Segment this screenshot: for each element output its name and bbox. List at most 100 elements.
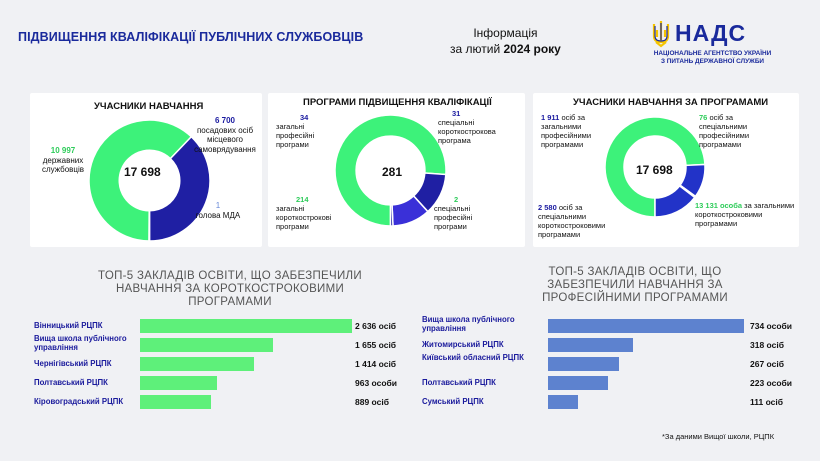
slice-value: 2 (454, 195, 459, 204)
donut-slice (389, 204, 394, 227)
title-line: ПРОГРАМАМИ (188, 296, 272, 308)
bar-value-label: 1 414 осіб (355, 359, 397, 369)
bar (548, 338, 633, 352)
info-line1: Інформація (473, 26, 538, 40)
bar-value-label: 1 655 осіб (355, 340, 397, 350)
title-line: ПРОФЕСІЙНИМИ ПРОГРАМАМИ (542, 292, 728, 304)
card-programs: ПРОГРАМИ ПІДВИЩЕННЯ КВАЛІФІКАЦІЇ 281 34 … (268, 93, 525, 247)
slice-label-special-short: 31 спеціальні короткострокова програма (438, 109, 522, 145)
slice-label-special-short: 2 580 осіб за спеціальними короткостроко… (538, 203, 618, 239)
bar-category-label: Київський обласний РЦПК (422, 353, 524, 362)
donut-center-value: 281 (382, 165, 403, 179)
slice-label-special-prof: 76 осіб за спеціальними професійними про… (699, 113, 779, 149)
bar (140, 338, 274, 352)
slice-text: загальні професійні програми (276, 122, 315, 149)
page-title: ПІДВИЩЕННЯ КВАЛІФІКАЦІЇ ПУБЛІЧНИХ СЛУЖБО… (18, 30, 364, 44)
bar (140, 376, 218, 390)
card-title: УЧАСНИКИ НАВЧАННЯ ЗА ПРОГРАМАМИ (573, 97, 769, 108)
slice-label-general-prof: 1 911 осіб за загальними професійними пр… (541, 113, 615, 149)
slice-text: осіб за спеціальними професійними програ… (699, 113, 750, 149)
slice-text: осіб за спеціальними короткостроковими п… (538, 203, 606, 239)
donut-hole (624, 136, 686, 198)
logo-subtitle: НАЦІОНАЛЬНЕ АГЕНТСТВО УКРАЇНИ З ПИТАНЬ Д… (650, 50, 775, 66)
footnote: *За даними Вищої школи, РЦПК (662, 432, 775, 441)
bar (140, 319, 352, 333)
bar (140, 357, 254, 371)
donut-participants-by-program (604, 116, 706, 218)
donut-hole (356, 136, 425, 205)
slice-text: голова МДА (195, 210, 241, 220)
slice-value: 1 911 (541, 113, 560, 122)
card-participants-by-program: УЧАСНИКИ НАВЧАННЯ ЗА ПРОГРАМАМИ 17 698 1… (533, 93, 799, 247)
bar-value-label: 223 особи (750, 378, 793, 388)
donut-participants (88, 119, 211, 242)
slice-text: державних службовців (41, 155, 85, 175)
bar-value-label: 267 осіб (750, 359, 784, 369)
bar (548, 376, 608, 390)
bar-value-label: 318 осіб (750, 340, 784, 350)
bar-category-label: Вінницький РЦПК (34, 321, 103, 330)
bar-category-label: Вища школа публічного управління (34, 334, 127, 352)
info-year: 2024 року (503, 42, 561, 56)
slice-label-general-prof: 34 загальні професійні програми (276, 113, 336, 149)
report-period: Інформація за лютий 2024 року (450, 25, 561, 57)
bar-value-label: 734 особи (750, 321, 793, 331)
donut-center-value: 17 698 (636, 163, 673, 177)
slice-value: 76 (699, 113, 708, 122)
bar-category-label: Полтавський РЦПК (34, 378, 108, 387)
slice-text: спеціальні професійні програми (434, 204, 473, 231)
slice-value: 6 700 (214, 116, 236, 125)
bar-chart-title-prof: ТОП-5 ЗАКЛАДІВ ОСВІТИ, ЩО ЗАБЕЗПЕЧИЛИ НА… (505, 266, 765, 305)
slice-text: загальні короткострокові програми (276, 204, 332, 231)
donut-slice (604, 116, 706, 218)
bar-category-label: Вища школа публічного управління (422, 315, 515, 333)
slice-value: 214 (296, 195, 309, 204)
donut-center-value: 17 698 (124, 165, 161, 179)
bar-chart-short: Вінницький РЦПК 2 636 осіб Вища школа публ… (30, 318, 410, 418)
logo-sub-line2: З ПИТАНЬ ДЕРЖАВНОЇ СЛУЖБИ (660, 58, 765, 65)
bar-chart-prof: Вища школа публічного управління 734 особ… (418, 315, 808, 418)
slice-label-state: 10 997 державних службовців (33, 146, 93, 175)
bar-value-label: 2 636 осіб (355, 321, 397, 331)
card-title: ПРОГРАМИ ПІДВИЩЕННЯ КВАЛІФІКАЦІЇ (303, 97, 492, 108)
bar-category-label: Полтавський РЦПК (422, 378, 496, 387)
bar-category-label: Сумський РЦПК (422, 397, 484, 406)
slice-label-general-short: 13 131 особа за загальними короткостроко… (695, 201, 795, 228)
donut-hole (119, 150, 180, 211)
slice-value: 2 580 (538, 203, 557, 212)
slice-value: 13 131 особа (695, 201, 743, 210)
slice-text: осіб за загальними професійними програма… (541, 113, 592, 149)
title-line: ЗАБЕЗПЕЧИЛИ НАВЧАННЯ ЗА (547, 279, 723, 291)
slice-text: посадових осіб місцевого самоврядування (194, 125, 256, 154)
slice-value: 10 997 (50, 146, 76, 155)
slice-value: 31 (452, 109, 461, 118)
slice-label-general-short: 214 загальні короткострокові програми (276, 195, 346, 231)
title-line: ТОП-5 ЗАКЛАДІВ ОСВІТИ, ЩО (548, 266, 722, 278)
title-line: НАВЧАННЯ ЗА КОРОТКОСТРОКОВИМИ (115, 283, 345, 295)
slice-label-local: 6 700 посадових осіб місцевого самовряду… (187, 116, 263, 154)
slice-text: спеціальні короткострокова програма (438, 118, 496, 145)
slice-label-special-prof: 2 спеціальні професійні програми (434, 195, 504, 231)
slice-value: 1 (215, 201, 221, 210)
bar (548, 395, 578, 409)
bar-value-label: 111 осіб (750, 397, 784, 407)
logo-sub-line1: НАЦІОНАЛЬНЕ АГЕНТСТВО УКРАЇНИ (653, 50, 772, 57)
info-prefix: за лютий (450, 42, 504, 56)
slice-value: 34 (300, 113, 309, 122)
bar-value-label: 963 особи (355, 378, 398, 388)
card-participants: УЧАСНИКИ НАВЧАННЯ 17 698 10 997 державни… (30, 93, 262, 247)
bar-chart-title-short: ТОП-5 ЗАКЛАДІВ ОСВІТИ, ЩО ЗАБЕЗПЕЧИЛИ НА… (90, 270, 370, 309)
logo-text: НАДС (675, 20, 747, 46)
card-title: УЧАСНИКИ НАВЧАННЯ (94, 101, 204, 112)
bar (548, 319, 744, 333)
donut-programs (334, 114, 447, 227)
bar-category-label: Житомирський РЦПК (422, 340, 504, 349)
slice-label-head: 1 голова МДА (188, 201, 248, 220)
bar-category-label: Кіровоградський РЦПК (34, 397, 124, 406)
slice-text: за загальними короткостроковими програма… (695, 201, 795, 228)
bar-value-label: 889 осіб (355, 397, 389, 407)
bar (548, 357, 620, 371)
trident-logo-icon (650, 20, 672, 48)
bar-category-label: Чернігівський РЦПК (34, 359, 112, 368)
title-line: ТОП-5 ЗАКЛАДІВ ОСВІТИ, ЩО ЗАБЕЗПЕЧИЛИ (98, 270, 362, 282)
